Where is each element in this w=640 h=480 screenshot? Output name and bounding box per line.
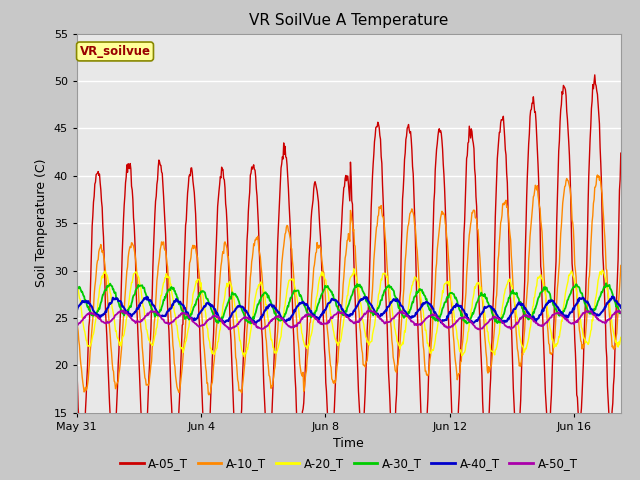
A-05_T bbox=[147, 341, 154, 347]
A-20_T bbox=[402, 323, 410, 328]
A-05_T bbox=[183, 203, 191, 208]
A-50_T bbox=[617, 310, 625, 316]
Line: A-40_T: A-40_T bbox=[77, 297, 621, 324]
A-05_T bbox=[73, 364, 81, 370]
Text: VR_soilvue: VR_soilvue bbox=[79, 45, 150, 58]
Y-axis label: Soil Temperature (C): Soil Temperature (C) bbox=[35, 159, 48, 288]
A-05_T bbox=[617, 150, 625, 156]
A-30_T bbox=[246, 321, 254, 326]
A-40_T bbox=[401, 308, 408, 313]
A-50_T bbox=[120, 308, 127, 313]
A-40_T bbox=[608, 294, 616, 300]
X-axis label: Time: Time bbox=[333, 437, 364, 450]
Line: A-50_T: A-50_T bbox=[77, 311, 621, 329]
A-50_T bbox=[147, 308, 155, 314]
A-05_T bbox=[401, 150, 409, 156]
A-40_T bbox=[490, 307, 497, 312]
A-50_T bbox=[401, 311, 409, 316]
A-30_T bbox=[602, 280, 610, 286]
A-20_T bbox=[617, 335, 625, 340]
A-20_T bbox=[147, 340, 154, 346]
A-05_T bbox=[490, 295, 497, 301]
A-50_T bbox=[136, 319, 143, 325]
A-10_T bbox=[73, 310, 81, 316]
A-10_T bbox=[593, 172, 601, 178]
Line: A-20_T: A-20_T bbox=[77, 269, 621, 357]
A-10_T bbox=[401, 258, 409, 264]
A-10_T bbox=[135, 296, 143, 302]
Line: A-10_T: A-10_T bbox=[77, 175, 621, 395]
Title: VR SoilVue A Temperature: VR SoilVue A Temperature bbox=[249, 13, 449, 28]
A-40_T bbox=[135, 302, 143, 308]
A-10_T bbox=[490, 339, 497, 345]
Legend: A-05_T, A-10_T, A-20_T, A-30_T, A-40_T, A-50_T: A-05_T, A-10_T, A-20_T, A-30_T, A-40_T, … bbox=[115, 453, 582, 475]
A-05_T bbox=[135, 358, 143, 363]
A-30_T bbox=[355, 282, 363, 288]
A-40_T bbox=[355, 300, 362, 306]
A-50_T bbox=[73, 321, 81, 327]
A-20_T bbox=[183, 333, 191, 339]
Line: A-05_T: A-05_T bbox=[77, 75, 621, 470]
A-05_T bbox=[591, 72, 598, 78]
A-20_T bbox=[356, 294, 364, 300]
A-40_T bbox=[183, 311, 191, 316]
A-05_T bbox=[355, 400, 363, 406]
A-20_T bbox=[135, 275, 143, 281]
A-40_T bbox=[468, 321, 476, 327]
A-50_T bbox=[476, 326, 483, 332]
A-10_T bbox=[617, 263, 625, 268]
A-20_T bbox=[490, 349, 498, 355]
A-20_T bbox=[73, 280, 81, 286]
A-30_T bbox=[490, 312, 497, 318]
A-10_T bbox=[147, 369, 154, 375]
A-10_T bbox=[205, 392, 213, 398]
A-40_T bbox=[73, 308, 81, 314]
A-30_T bbox=[147, 302, 154, 308]
A-30_T bbox=[401, 312, 409, 318]
A-50_T bbox=[355, 319, 363, 325]
A-30_T bbox=[135, 284, 143, 289]
Line: A-30_T: A-30_T bbox=[77, 283, 621, 324]
A-50_T bbox=[184, 312, 191, 318]
A-40_T bbox=[617, 305, 625, 311]
A-30_T bbox=[183, 313, 191, 319]
A-30_T bbox=[73, 287, 81, 292]
A-20_T bbox=[241, 354, 248, 360]
A-30_T bbox=[617, 310, 625, 316]
A-40_T bbox=[147, 298, 154, 304]
A-10_T bbox=[183, 300, 191, 306]
A-50_T bbox=[490, 315, 498, 321]
A-20_T bbox=[350, 266, 358, 272]
A-10_T bbox=[355, 310, 363, 316]
A-05_T bbox=[233, 468, 241, 473]
